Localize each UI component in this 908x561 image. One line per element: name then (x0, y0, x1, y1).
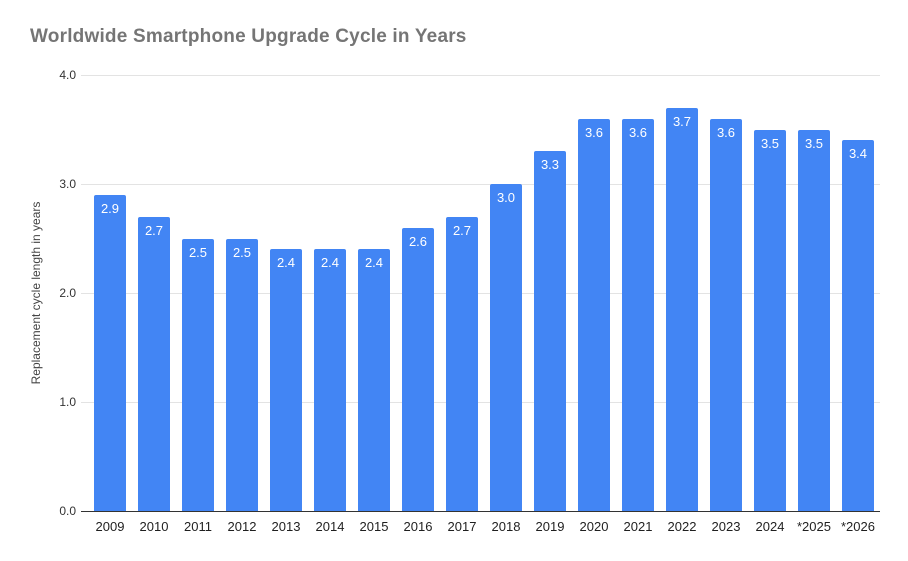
bar-value-label: 3.6 (584, 124, 604, 140)
bar-slot: 3.0 (484, 75, 528, 511)
bar-value-label: 2.9 (100, 200, 120, 216)
bars-container: 2.9 2.7 2.5 2.5 2.4 2.4 2.4 2.6 2.7 3.0 3.3 3.6 3.6 3… (88, 75, 880, 511)
bar-2012: 2.5 (226, 238, 258, 511)
bar-2010: 2.7 (138, 216, 170, 511)
x-axis-label-2010: 2010 (139, 519, 169, 534)
bar-slot: 3.4 (836, 75, 880, 511)
bar-value-label: 2.4 (320, 255, 340, 271)
gridline (81, 184, 880, 185)
bar-slot: 2.9 (88, 75, 132, 511)
bar-slot: 2.7 (440, 75, 484, 511)
bar-value-label: 3.4 (848, 146, 868, 162)
x-axis-label-2020: 2020 (579, 519, 609, 534)
bar-value-label: 3.3 (540, 157, 560, 173)
bar-value-label: 2.4 (276, 255, 296, 271)
bar-slot: 2.4 (352, 75, 396, 511)
bar-2020: 3.6 (578, 118, 610, 511)
bar-value-label: 3.0 (496, 190, 516, 205)
bar-slot: 2.7 (132, 75, 176, 511)
bar-2019: 3.3 (534, 151, 566, 511)
bar-slot: 3.5 (748, 75, 792, 511)
y-tick-label: 4.0 (59, 68, 76, 82)
bar-slot: 2.5 (220, 75, 264, 511)
x-axis-label-2023: 2023 (711, 519, 741, 534)
bar-2022: 3.7 (666, 107, 698, 511)
bar-2017: 2.7 (446, 216, 478, 511)
gridline (81, 293, 880, 294)
y-axis-title: Replacement cycle length in years (29, 201, 43, 385)
bar-value-label: 2.6 (408, 233, 428, 249)
bar-*2026: 3.4 (842, 140, 874, 511)
bar-2014: 2.4 (314, 249, 346, 511)
x-axis-label-2017: 2017 (447, 519, 477, 534)
bar-slot: 3.6 (572, 75, 616, 511)
bar-value-label: 2.5 (232, 244, 252, 260)
bar-value-label: 3.5 (760, 135, 780, 151)
bar-value-label: 2.7 (144, 222, 164, 238)
y-tick-label: 2.0 (59, 286, 76, 300)
bar-slot: 3.6 (704, 75, 748, 511)
x-axis-label-2019: 2019 (535, 519, 565, 534)
bar-slot: 3.5 (792, 75, 836, 511)
bar-value-label: 2.5 (188, 244, 208, 260)
x-axis-label-2013: 2013 (271, 519, 301, 534)
plot-area: 4.0 3.0 2.0 1.0 0.0 2.9 2.7 2.5 2.5 2.4 2.4 2.4 2.6… (59, 68, 880, 534)
x-axis-label-2016: 2016 (403, 519, 433, 534)
bar-2015: 2.4 (358, 249, 390, 511)
bar-2009: 2.9 (94, 194, 126, 511)
bar-2011: 2.5 (182, 238, 214, 511)
x-axis-label-2025: *2025 (797, 519, 831, 534)
x-axis-label-2012: 2012 (227, 519, 257, 534)
x-axis-label-2024: 2024 (755, 519, 785, 534)
bar-value-label: 3.7 (672, 113, 692, 129)
bar-2018: 3.0 (490, 184, 522, 511)
gridline (81, 75, 880, 76)
chart-title: Worldwide Smartphone Upgrade Cycle in Ye… (30, 26, 467, 47)
bar-2023: 3.6 (710, 118, 742, 511)
x-axis-line (81, 510, 880, 512)
x-axis-label-2018: 2018 (491, 519, 521, 534)
x-axis-labels: 2009 2010 2011 2012 2013 2014 2015 2016 2017 2018… (88, 511, 880, 534)
bar-slot: 3.6 (616, 75, 660, 511)
x-axis-label-2011: 2011 (184, 519, 212, 534)
x-axis-label-2009: 2009 (95, 519, 125, 534)
bar-2021: 3.6 (622, 118, 654, 511)
gridline (81, 402, 880, 403)
y-tick-label: 0.0 (59, 504, 76, 518)
bar-slot: 3.3 (528, 75, 572, 511)
y-tick-label: 3.0 (59, 177, 76, 191)
bar-slot: 2.4 (308, 75, 352, 511)
x-axis-label-2026: *2026 (841, 519, 875, 534)
x-axis-label-2022: 2022 (667, 519, 697, 534)
x-axis-label-2021: 2021 (623, 519, 653, 534)
bar-value-label: 3.6 (716, 124, 736, 140)
bar-*2025: 3.5 (798, 129, 830, 511)
bar-slot: 3.7 (660, 75, 704, 511)
bar-value-label: 3.5 (804, 135, 824, 151)
bar-value-label: 3.6 (628, 124, 648, 140)
bar-slot: 2.6 (396, 75, 440, 511)
bar-value-label: 2.7 (452, 222, 472, 238)
y-tick-label: 1.0 (59, 395, 76, 409)
x-axis-label-2015: 2015 (359, 519, 389, 534)
bar-slot: 2.5 (176, 75, 220, 511)
x-axis-label-2014: 2014 (315, 519, 345, 534)
bar-slot: 2.4 (264, 75, 308, 511)
bar-2024: 3.5 (754, 129, 786, 511)
bar-2013: 2.4 (270, 249, 302, 511)
bar-value-label: 2.4 (364, 255, 384, 271)
bar-2016: 2.6 (402, 227, 434, 511)
